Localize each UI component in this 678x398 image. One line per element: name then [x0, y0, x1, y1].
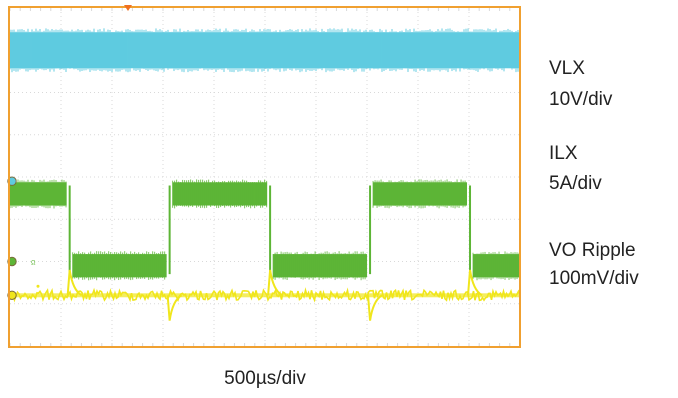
vo-ripple-spike-down [367, 294, 383, 321]
time-scale-label: 500µs/div [224, 368, 306, 389]
scope-frame [8, 6, 521, 348]
vo-ripple-dot [36, 284, 40, 288]
vo-ripple-channel-name: VO Ripple [549, 240, 636, 261]
vo-ripple-spike-up [267, 269, 283, 297]
vo-ripple-spike-up [66, 269, 83, 297]
vo-ripple-scale-label: 100mV/div [549, 268, 639, 289]
vo-ripple-spike-up [467, 269, 483, 297]
ilx-channel-name: ILX [549, 143, 578, 164]
ilx-marker-glyph: Ω [31, 261, 36, 267]
vo-ripple-spike-down [166, 294, 183, 321]
scope-traces [9, 28, 521, 321]
vlx-channel-name: VLX [549, 58, 585, 79]
oscilloscope-screen: Ω [7, 5, 521, 348]
vlx-scale-label: 10V/div [549, 89, 613, 110]
vlx-trace [10, 32, 520, 69]
ilx-scale-label: 5A/div [549, 173, 602, 194]
trigger-marker [124, 5, 132, 11]
vo-ripple-band [10, 293, 520, 298]
